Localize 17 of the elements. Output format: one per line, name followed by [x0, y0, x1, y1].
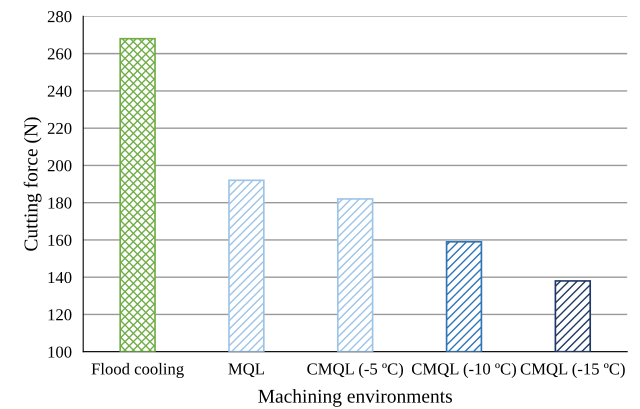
y-tick-label: 240 [48, 86, 72, 97]
y-tick-label: 120 [48, 309, 72, 320]
y-tick-label: 100 [48, 346, 72, 358]
x-tick-label: MQL [228, 363, 264, 378]
y-tick-label: 180 [48, 197, 72, 209]
x-tick-label: CMQL (-15 ºC) [520, 362, 625, 378]
x-tick-label: Flood cooling [92, 362, 184, 378]
y-axis-title: Cutting force (N) [24, 117, 42, 251]
y-tick-label: 220 [48, 122, 72, 134]
y-tick-label: 200 [48, 160, 72, 172]
y-tick-label: 260 [48, 48, 72, 60]
y-tick-label: 140 [48, 272, 72, 284]
y-tick-label: 280 [48, 11, 72, 22]
x-tick-label: CMQL (-5 ºC) [307, 362, 404, 378]
x-tick-label: CMQL (-10 ºC) [412, 362, 516, 378]
x-axis-title: Machining environments [258, 389, 452, 407]
y-tick-label: 160 [48, 234, 72, 246]
